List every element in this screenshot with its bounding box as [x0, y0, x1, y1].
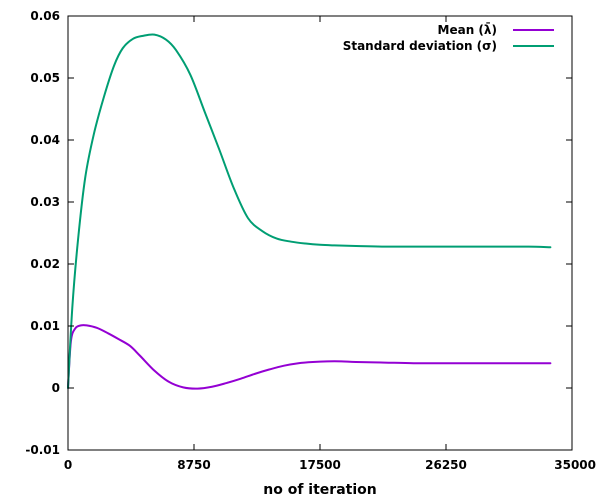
x-tick-label: 35000	[554, 458, 596, 472]
y-tick-label: 0.06	[30, 9, 60, 23]
plot-frame	[67, 15, 573, 451]
y-tick-label: 0.02	[30, 257, 60, 271]
x-tick-label: 8750	[177, 458, 210, 472]
y-tick-label: 0	[52, 381, 60, 395]
plot-lines	[67, 33, 552, 390]
legend: Mean (λ̄) Standard deviation (σ)	[343, 22, 554, 53]
y-tick-label: 0.01	[30, 319, 60, 333]
y-tick-label: -0.01	[25, 443, 60, 457]
series-line-0	[67, 324, 552, 390]
y-tick-label: 0.05	[30, 71, 60, 85]
series-line-1	[67, 33, 552, 389]
y-tick-label: 0.04	[30, 133, 60, 147]
axis-tick-labels: -0.01 0 0.01 0.02 0.03 0.04 0.05 0.06 0 8750 17500…	[25, 9, 596, 472]
axis-ticks	[67, 15, 573, 451]
y-tick-label: 0.03	[30, 195, 60, 209]
x-tick-label: 0	[64, 458, 72, 472]
x-tick-label: 17500	[299, 458, 341, 472]
x-axis-title: no of iteration	[263, 482, 376, 498]
legend-label: Standard deviation (σ)	[343, 39, 497, 53]
legend-label: Mean (λ̄)	[438, 22, 497, 37]
x-tick-label: 26250	[425, 458, 467, 472]
